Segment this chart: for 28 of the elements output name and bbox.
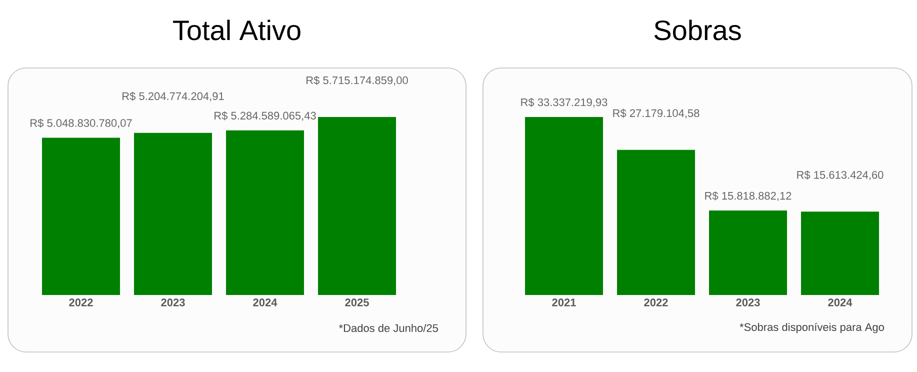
data-label: R$ 5.204.774.204,91 xyxy=(122,92,224,102)
data-label: R$ 27.179.104,58 xyxy=(613,108,700,118)
x-tick-label: 2022 xyxy=(69,298,93,306)
data-label: R$ 5.048.830.780,07 xyxy=(30,118,132,128)
x-tick-label: 2023 xyxy=(736,298,760,306)
bar xyxy=(525,116,604,295)
bar xyxy=(42,138,120,295)
bar xyxy=(801,212,880,295)
x-tick-label: 2025 xyxy=(345,298,369,306)
data-label: R$ 33.337.219,93 xyxy=(521,98,608,108)
x-tick-label: 2024 xyxy=(253,298,278,306)
data-label: R$ 5.715.174.859,00 xyxy=(306,76,408,86)
chart-title: Sobras xyxy=(654,20,741,40)
text: *Dados de Junho/25 xyxy=(338,324,438,332)
text: *Sobras disponíveis para Ago xyxy=(740,322,884,334)
data-label: R$ 5.284.589.065,43 xyxy=(214,111,316,121)
bar xyxy=(226,130,304,295)
bar xyxy=(709,210,788,295)
x-tick-label: 2021 xyxy=(552,298,576,306)
bar xyxy=(318,117,396,295)
x-tick-label: 2022 xyxy=(644,298,668,306)
bar xyxy=(617,150,696,295)
chart-title: Total Ativo xyxy=(173,20,300,40)
data-label: R$ 15.818.882,12 xyxy=(705,191,792,202)
bar xyxy=(134,132,212,295)
x-tick-label: 2023 xyxy=(161,298,185,306)
x-tick-label: 2024 xyxy=(828,298,852,306)
data-label: R$ 15.613.424,60 xyxy=(797,170,884,180)
